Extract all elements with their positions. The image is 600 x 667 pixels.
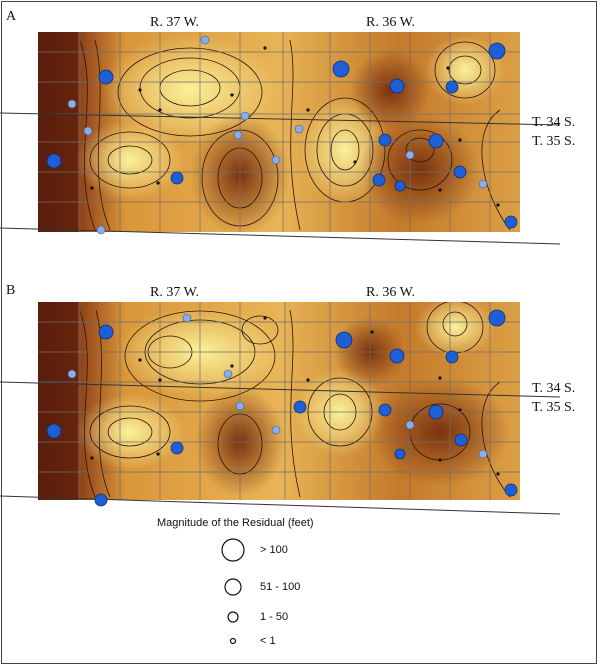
township-top-label: T. 34 S. <box>532 115 575 130</box>
range-left-label-b: R. 37 W. <box>150 285 199 300</box>
range-right-label-b: R. 36 W. <box>366 285 415 300</box>
township-line-b <box>0 381 561 398</box>
legend-circle-large <box>224 578 242 596</box>
township-bottom-label-b: T. 35 S. <box>532 400 575 415</box>
legend-label-largest: > 100 <box>260 544 288 556</box>
township-line <box>0 112 561 126</box>
map-panel-a: A R. 37 W. R. 36 W. T. 34 S. T. 35 S. <box>0 9 575 245</box>
residual-wells <box>46 35 518 235</box>
legend-symbols <box>221 538 245 645</box>
surface-raster <box>38 32 520 232</box>
residual-wells-b <box>46 309 518 507</box>
map-panel-b: B R. 37 W. R. 36 W. T. 34 S. T. 35 S. <box>0 283 575 515</box>
legend-circle-small <box>229 637 237 645</box>
map-bottom-line <box>0 227 561 245</box>
township-top-label-b: T. 34 S. <box>532 381 575 396</box>
legend-circle-largest <box>221 538 245 562</box>
legend-circle-medium <box>227 611 239 623</box>
legend-label-large: 51 - 100 <box>260 581 301 593</box>
surface-raster-b <box>38 302 520 500</box>
section-grid <box>38 32 520 232</box>
township-bottom-label: T. 35 S. <box>532 134 575 149</box>
range-right-label: R. 36 W. <box>366 15 415 30</box>
legend-label-small: < 1 <box>260 635 276 647</box>
panel-letter-b: B <box>6 283 15 298</box>
range-left-label: R. 37 W. <box>150 15 199 30</box>
panel-letter: A <box>6 9 17 24</box>
legend-title: Magnitude of the Residual (feet) <box>157 517 314 529</box>
section-grid-b <box>38 302 520 500</box>
map-bottom-line-b <box>0 495 561 515</box>
legend-label-medium: 1 - 50 <box>260 611 289 623</box>
